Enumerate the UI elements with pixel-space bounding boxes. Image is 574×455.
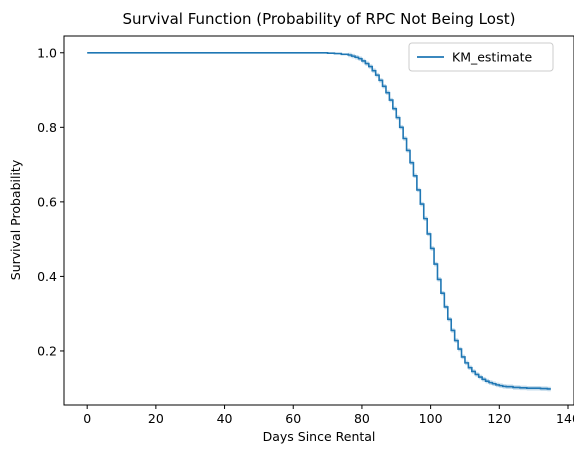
y-axis-ticks: 0.2 0.4 0.6 0.8 1.0	[37, 45, 64, 358]
x-tick-label: 40	[217, 411, 233, 426]
km-estimate-line	[87, 51, 551, 390]
series-line-layer	[87, 51, 551, 390]
legend: KM_estimate	[408, 42, 554, 72]
plot-area	[63, 35, 574, 406]
x-tick-label: 60	[285, 411, 301, 426]
y-tick-label: 0.4	[37, 269, 57, 284]
y-tick-label: 1.0	[37, 45, 57, 60]
x-tick-label: 100	[419, 411, 443, 426]
x-tick-label: 20	[148, 411, 164, 426]
x-tick-label: 140	[556, 411, 574, 426]
chart-title: Survival Function (Probability of RPC No…	[122, 10, 515, 28]
plot-frame	[63, 35, 574, 406]
y-tick-label: 0.2	[37, 343, 57, 358]
y-tick-label: 0.8	[37, 120, 57, 135]
legend-entry-km-estimate: KM_estimate	[452, 50, 533, 65]
y-tick-label: 0.6	[37, 194, 57, 209]
x-tick-label: 0	[83, 411, 91, 426]
x-tick-label: 120	[487, 411, 511, 426]
y-axis-label: Survival Probability	[8, 159, 23, 280]
x-axis-ticks: 0 20 40 60 80 100 120 140	[83, 405, 574, 426]
x-axis-label: Days Since Rental	[263, 429, 376, 444]
x-tick-label: 80	[354, 411, 370, 426]
legend-box	[408, 42, 554, 72]
